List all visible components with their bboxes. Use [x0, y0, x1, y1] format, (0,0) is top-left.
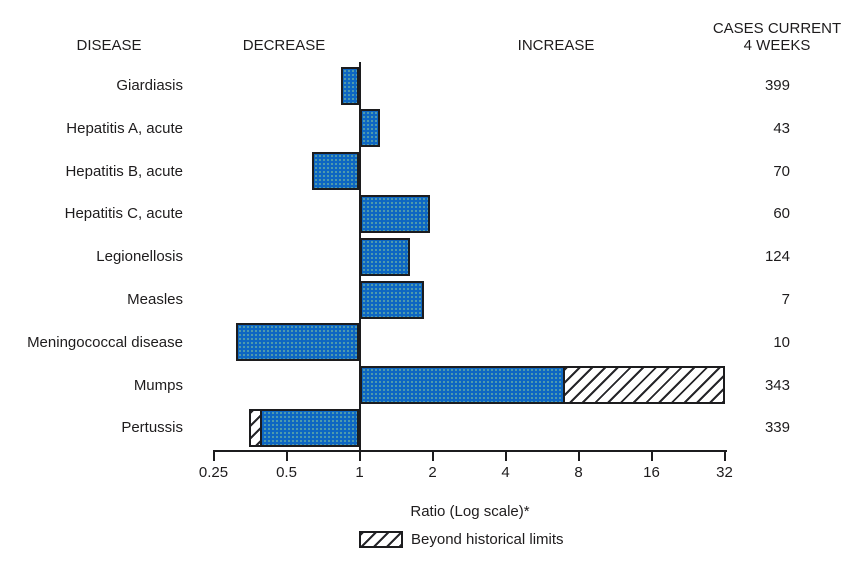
ratio-bar — [359, 237, 411, 276]
beyond-historical-limit-segment — [562, 368, 723, 403]
x-axis-tick-mark — [358, 450, 361, 461]
ratio-bar — [236, 323, 360, 362]
column-header-cases-line1: CASES CURRENT — [712, 20, 842, 37]
x-axis-tick-mark — [504, 450, 507, 461]
x-axis-tick-label: 2 — [428, 464, 437, 481]
cases-value: 399 — [764, 77, 790, 94]
cases-value: 10 — [773, 333, 790, 351]
disease-label: Giardiasis — [116, 77, 183, 94]
ratio-bar — [359, 194, 430, 233]
x-axis-tick-mark — [577, 450, 580, 461]
baseline-ratio-1 — [358, 62, 361, 451]
cases-value: 339 — [764, 419, 790, 437]
x-axis-tick-label: 4 — [501, 464, 510, 481]
disease-label: Hepatitis B, acute — [65, 162, 183, 180]
x-axis-tick-label: 0.5 — [276, 464, 297, 481]
cases-value: 43 — [773, 119, 790, 137]
legend-label: Beyond historical limits — [411, 531, 564, 548]
disease-label: Pertussis — [121, 419, 183, 437]
column-header-cases-line2: 4 WEEKS — [743, 37, 811, 54]
column-header-increase: INCREASE — [517, 37, 595, 54]
cases-value: 7 — [781, 291, 790, 308]
x-axis-tick-mark — [723, 450, 726, 461]
x-axis-tick-label: 0.25 — [198, 464, 229, 481]
x-axis — [213, 450, 727, 452]
beyond-historical-limit-segment — [250, 410, 263, 445]
ratio-bar — [248, 408, 360, 447]
x-axis-tick-mark — [431, 450, 434, 461]
ratio-bar — [312, 152, 360, 191]
cases-value: 60 — [773, 205, 790, 223]
ratio-bar — [359, 280, 425, 319]
ratio-bar — [359, 109, 380, 148]
disease-label: Hepatitis A, acute — [66, 119, 183, 137]
x-axis-tick-label: 16 — [643, 464, 660, 481]
ratio-bar — [359, 366, 725, 405]
cases-value: 124 — [764, 248, 790, 266]
disease-label: Mumps — [133, 376, 183, 394]
column-header-decrease: DECREASE — [242, 37, 326, 54]
ratio-bar — [341, 66, 360, 105]
disease-label: Legionellosis — [96, 248, 183, 266]
disease-label: Hepatitis C, acute — [64, 205, 183, 223]
x-axis-tick-label: 32 — [716, 464, 733, 481]
column-header-disease: DISEASE — [76, 37, 142, 54]
cases-value: 70 — [773, 162, 790, 180]
legend: Beyond historical limits — [359, 531, 564, 548]
cases-value: 343 — [764, 376, 790, 394]
disease-label: Measles — [127, 291, 183, 308]
x-axis-tick-label: 1 — [355, 464, 364, 481]
x-axis-label: Ratio (Log scale)* — [410, 503, 530, 520]
x-axis-tick-label: 8 — [574, 464, 583, 481]
x-axis-tick-mark — [212, 450, 215, 461]
x-axis-tick-mark — [650, 450, 653, 461]
disease-label: Meningococcal disease — [27, 333, 183, 351]
x-axis-tick-mark — [285, 450, 288, 461]
hatched-swatch — [359, 531, 403, 548]
column-header-cases: CASES CURRENT 4 WEEKS — [697, 20, 857, 54]
